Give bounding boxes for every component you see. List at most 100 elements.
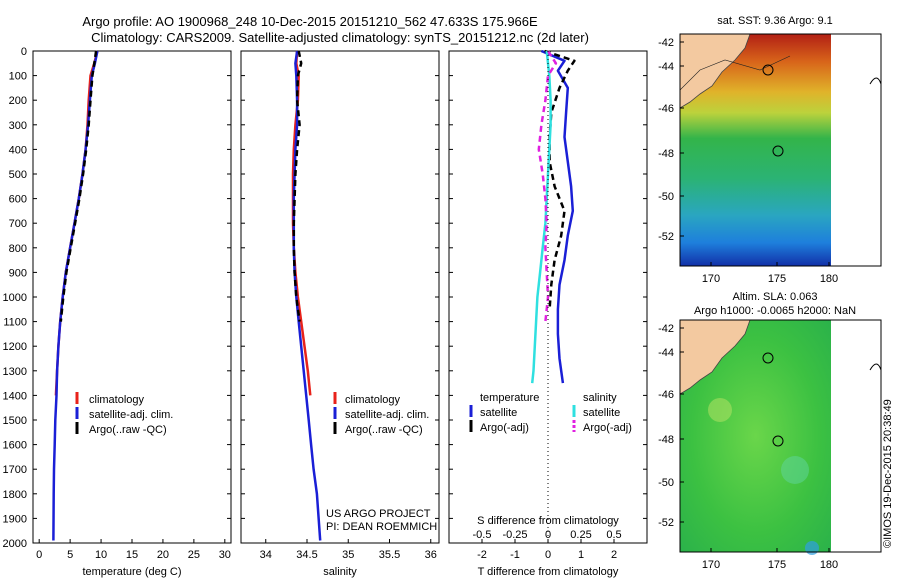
legend-s-argo-label: Argo(-adj) — [583, 422, 632, 434]
figure-title-line2: Climatology: CARS2009. Satellite-adjuste… — [91, 30, 589, 45]
sla-anomaly-blob — [781, 456, 809, 484]
legend-satellite-label: satellite-adj. clim. — [89, 409, 173, 421]
temperature-series — [52, 50, 99, 541]
sla-coastline-fragment — [869, 363, 882, 371]
depth-tick-label: 500 — [9, 169, 27, 181]
difference-t-tick-label: 0 — [545, 549, 551, 561]
map-lat-tick-label: -50 — [658, 191, 674, 203]
legend-climatology-label: climatology — [89, 394, 145, 406]
depth-tick-label: 1600 — [3, 440, 27, 452]
series-line-temperature-satellite — [540, 49, 575, 384]
map-lat-tick-label: -48 — [658, 148, 674, 160]
legend-t-satellite-label: satellite — [480, 407, 517, 419]
map-lat-tick-label: -44 — [658, 347, 674, 359]
depth-tick-label: 1900 — [3, 513, 27, 525]
salinity-legend: climatology satellite-adj. clim. Argo(..… — [333, 392, 429, 436]
project-credit-line2: PI: DEAN ROEMMICH — [326, 521, 437, 533]
difference-s-tick-label: 0.5 — [606, 529, 621, 541]
project-credit-line1: US ARGO PROJECT — [326, 508, 431, 520]
imos-timestamp: ©IMOS 19-Dec-2015 20:38:49 — [882, 399, 894, 548]
sla-map — [679, 319, 882, 555]
map-lat-tick-label: -42 — [658, 37, 674, 49]
difference-xlabel-temperature: T difference from climatology — [478, 566, 619, 578]
sla-anomaly-blob — [708, 398, 732, 422]
salinity-panel-frame — [240, 50, 440, 544]
sst-land-mass — [679, 33, 751, 109]
salinity-tick-label: 35.5 — [379, 549, 400, 561]
depth-tick-label: 1800 — [3, 489, 27, 501]
depth-tick-label: 300 — [9, 120, 27, 132]
sla-land-mass — [679, 319, 751, 395]
depth-tick-label: 900 — [9, 267, 27, 279]
map-lat-tick-label: -50 — [658, 477, 674, 489]
map-lon-tick-label: 175 — [768, 559, 786, 571]
map-lat-tick-label: -44 — [658, 61, 674, 73]
map-lat-tick-label: -42 — [658, 323, 674, 335]
series-line-satellite-adj-clim- — [52, 50, 99, 541]
depth-tick-label: 200 — [9, 95, 27, 107]
map-lon-tick-label: 180 — [820, 273, 838, 285]
depth-tick-label: 1000 — [3, 292, 27, 304]
map-lat-tick-label: -52 — [658, 517, 674, 529]
difference-series — [530, 49, 576, 384]
map-lat-tick-label: -52 — [658, 231, 674, 243]
salinity-tick-label: 36 — [425, 549, 437, 561]
depth-tick-label: 400 — [9, 144, 27, 156]
salinity-x-axis: 34 34.5 35 35.5 36 — [260, 539, 437, 561]
map-lon-tick-label: 180 — [820, 559, 838, 571]
difference-s-tick-label: -0.5 — [473, 529, 492, 541]
legend-satellite-label: satellite-adj. clim. — [345, 409, 429, 421]
map-lat-tick-label: -46 — [658, 103, 674, 115]
series-line-argo-raw-qc- — [59, 50, 98, 322]
sst-map-frame — [679, 33, 882, 267]
temperature-tick-label: 5 — [67, 549, 73, 561]
figure-title-line1: Argo profile: AO 1900968_248 10-Dec-2015… — [82, 14, 538, 29]
depth-tick-label: 1700 — [3, 464, 27, 476]
depth-tick-label: 1400 — [3, 390, 27, 402]
temperature-tick-label: 20 — [157, 549, 169, 561]
map-lon-tick-label: 175 — [768, 273, 786, 285]
sst-map-title: sat. SST: 9.36 Argo: 9.1 — [717, 15, 833, 27]
map-lat-tick-label: -46 — [658, 389, 674, 401]
sla-anomaly-blob — [805, 541, 819, 555]
map-axes: -42 -44 -46 -48 -50 -52 170 175 180 -42 -44 -46 -48 -… — [658, 37, 838, 571]
legend-s-satellite-label: satellite — [583, 407, 620, 419]
difference-xlabel-salinity: S difference from climatology — [477, 515, 619, 527]
legend-t-argo-label: Argo(-adj) — [480, 422, 529, 434]
sst-float-position — [772, 145, 784, 157]
temperature-xlabel: temperature (deg C) — [82, 566, 181, 578]
legend-climatology-label: climatology — [345, 394, 401, 406]
sst-coastline-fragment — [869, 77, 882, 85]
salinity-series — [291, 50, 322, 541]
sst-float-marker — [762, 64, 774, 76]
legend-heading-salinity: salinity — [583, 392, 617, 404]
difference-s-tick-label: 0.25 — [570, 529, 591, 541]
depth-tick-label: 1200 — [3, 341, 27, 353]
sla-nodata-region — [831, 320, 881, 552]
temperature-tick-label: 10 — [95, 549, 107, 561]
temperature-x-axis: 0 5 10 15 20 25 30 — [36, 539, 231, 561]
depth-axis: 0 100 200 300 400 500 600 700 800 900 1000 1100 1200… — [3, 46, 647, 550]
sla-map-title-line2: Argo h1000: -0.0065 h2000: NaN — [694, 305, 856, 317]
salinity-tick-label: 34.5 — [296, 549, 317, 561]
salinity-tick-label: 34 — [260, 549, 272, 561]
difference-t-tick-label: -2 — [477, 549, 487, 561]
sla-map-title-line1: Altim. SLA: 0.063 — [733, 291, 818, 303]
series-line-salinity-satellite — [530, 50, 552, 384]
salinity-tick-label: 35 — [342, 549, 354, 561]
sla-float-position — [772, 435, 784, 447]
difference-s-tick-label: -0.25 — [502, 529, 527, 541]
sla-float-marker — [762, 352, 774, 364]
legend-argo-label: Argo(..raw -QC) — [89, 424, 167, 436]
legend-argo-label: Argo(..raw -QC) — [345, 424, 423, 436]
depth-tick-label: 100 — [9, 71, 27, 83]
depth-tick-label: 0 — [21, 46, 27, 58]
depth-tick-label: 2000 — [3, 538, 27, 550]
salinity-xlabel: salinity — [323, 566, 357, 578]
temperature-tick-label: 25 — [188, 549, 200, 561]
depth-tick-label: 600 — [9, 194, 27, 206]
map-lon-tick-label: 170 — [702, 273, 720, 285]
series-line-argo-raw-qc- — [292, 50, 303, 322]
